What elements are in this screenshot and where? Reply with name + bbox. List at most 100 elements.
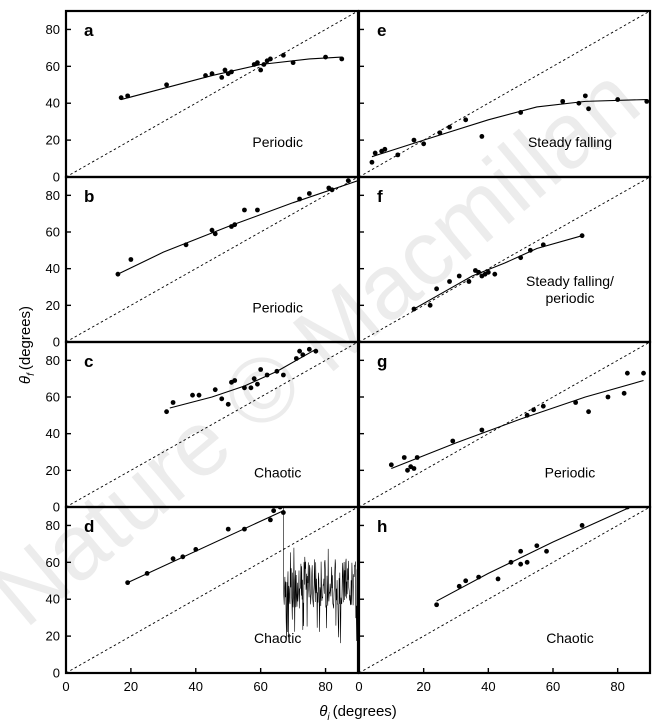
data-point: [456, 583, 462, 589]
data-point: [544, 548, 549, 554]
data-point: [209, 227, 215, 233]
fit-line: [121, 56, 342, 101]
svg-text:θf(degrees): θf (degrees): [17, 306, 37, 384]
y-tick-label: 0: [53, 170, 60, 185]
x-axis-title: θi (degrees): [319, 703, 397, 721]
y-tick-label: 60: [46, 59, 60, 74]
panel-letter: a: [84, 21, 94, 40]
data-point: [508, 559, 514, 565]
y-tick-label: 60: [46, 390, 60, 405]
data-point: [219, 396, 225, 402]
data-point: [261, 62, 267, 67]
data-point: [242, 385, 247, 391]
x-tick-label: 40: [189, 679, 203, 694]
data-point: [527, 247, 533, 253]
data-point: [258, 367, 264, 372]
data-point: [624, 370, 630, 376]
data-point: [115, 271, 121, 277]
data-point: [170, 556, 176, 562]
data-point: [586, 409, 591, 415]
data-point: [641, 370, 646, 376]
data-point: [225, 401, 231, 407]
diagonal-line: [66, 507, 358, 673]
data-point: [388, 462, 394, 468]
data-point: [258, 67, 264, 73]
y-tick-label: 80: [46, 518, 60, 533]
y-tick-label: 40: [46, 261, 60, 276]
panel-g: g Periodic: [357, 340, 652, 509]
data-point: [345, 178, 351, 184]
data-point: [479, 427, 485, 433]
y-tick-label: 20: [46, 629, 60, 644]
x-tick-label: 20: [124, 679, 138, 694]
y-axis-title: θf (degrees): [17, 306, 37, 384]
regime-label: Steady falling/: [526, 273, 614, 289]
data-point: [518, 548, 524, 554]
fit-line: [391, 379, 644, 470]
data-point: [274, 368, 280, 374]
data-point: [180, 554, 186, 560]
data-point: [534, 543, 540, 549]
data-point: [255, 60, 260, 66]
data-point: [297, 348, 302, 354]
data-point: [212, 387, 218, 393]
data-point: [232, 222, 238, 228]
data-point: [125, 580, 131, 586]
y-tick-label: 40: [46, 96, 60, 111]
data-point: [144, 571, 150, 576]
data-point: [339, 56, 345, 62]
chaotic-trace: [283, 507, 358, 644]
data-point: [414, 455, 420, 460]
data-point: [437, 130, 443, 136]
panel-letter: d: [84, 517, 94, 536]
data-point: [164, 82, 169, 88]
panel-letter: h: [377, 517, 387, 536]
data-point: [306, 191, 312, 196]
data-point: [280, 510, 286, 515]
data-point: [582, 93, 588, 99]
data-point: [193, 547, 199, 552]
panel-letter: f: [377, 187, 383, 206]
panel-h: 0 20 40 60 80 h Chaotic: [355, 505, 652, 694]
data-point: [463, 117, 469, 123]
data-point: [518, 561, 524, 567]
data-point: [479, 134, 485, 139]
x-tick-label: 40: [481, 679, 495, 694]
y-axis-subscript: f: [26, 372, 37, 376]
diagonal-line: [66, 177, 358, 342]
data-point: [164, 409, 169, 415]
data-point: [621, 390, 627, 396]
x-tick-label: 60: [546, 679, 560, 694]
diagonal-line: [359, 177, 650, 342]
panel-letter: e: [377, 21, 386, 40]
data-point: [456, 273, 462, 279]
regime-label: Chaotic: [254, 630, 301, 646]
data-point: [264, 372, 270, 378]
data-point: [434, 602, 439, 608]
data-point: [306, 346, 312, 352]
fit-line: [127, 510, 284, 584]
y-tick-label: 80: [46, 188, 60, 203]
data-point: [300, 352, 306, 358]
data-point: [232, 378, 238, 383]
data-point: [579, 523, 585, 528]
diagonal-line: [66, 11, 358, 177]
data-point: [518, 110, 524, 115]
y-tick-label: 0: [53, 666, 60, 681]
diagonal-line: [359, 11, 650, 177]
data-point: [411, 137, 417, 143]
fit-line: [117, 180, 358, 275]
y-tick-label: 80: [46, 353, 60, 368]
y-tick-label: 40: [46, 426, 60, 441]
regime-label: Periodic: [252, 134, 303, 150]
data-point: [212, 231, 218, 237]
data-point: [222, 67, 228, 73]
data-point: [203, 73, 208, 78]
data-point: [450, 438, 456, 444]
data-point: [280, 372, 286, 378]
regime-label: Chaotic: [546, 630, 593, 646]
data-point: [369, 159, 375, 165]
data-point: [411, 466, 417, 471]
data-point: [518, 255, 524, 261]
y-tick-label: 0: [53, 500, 60, 515]
